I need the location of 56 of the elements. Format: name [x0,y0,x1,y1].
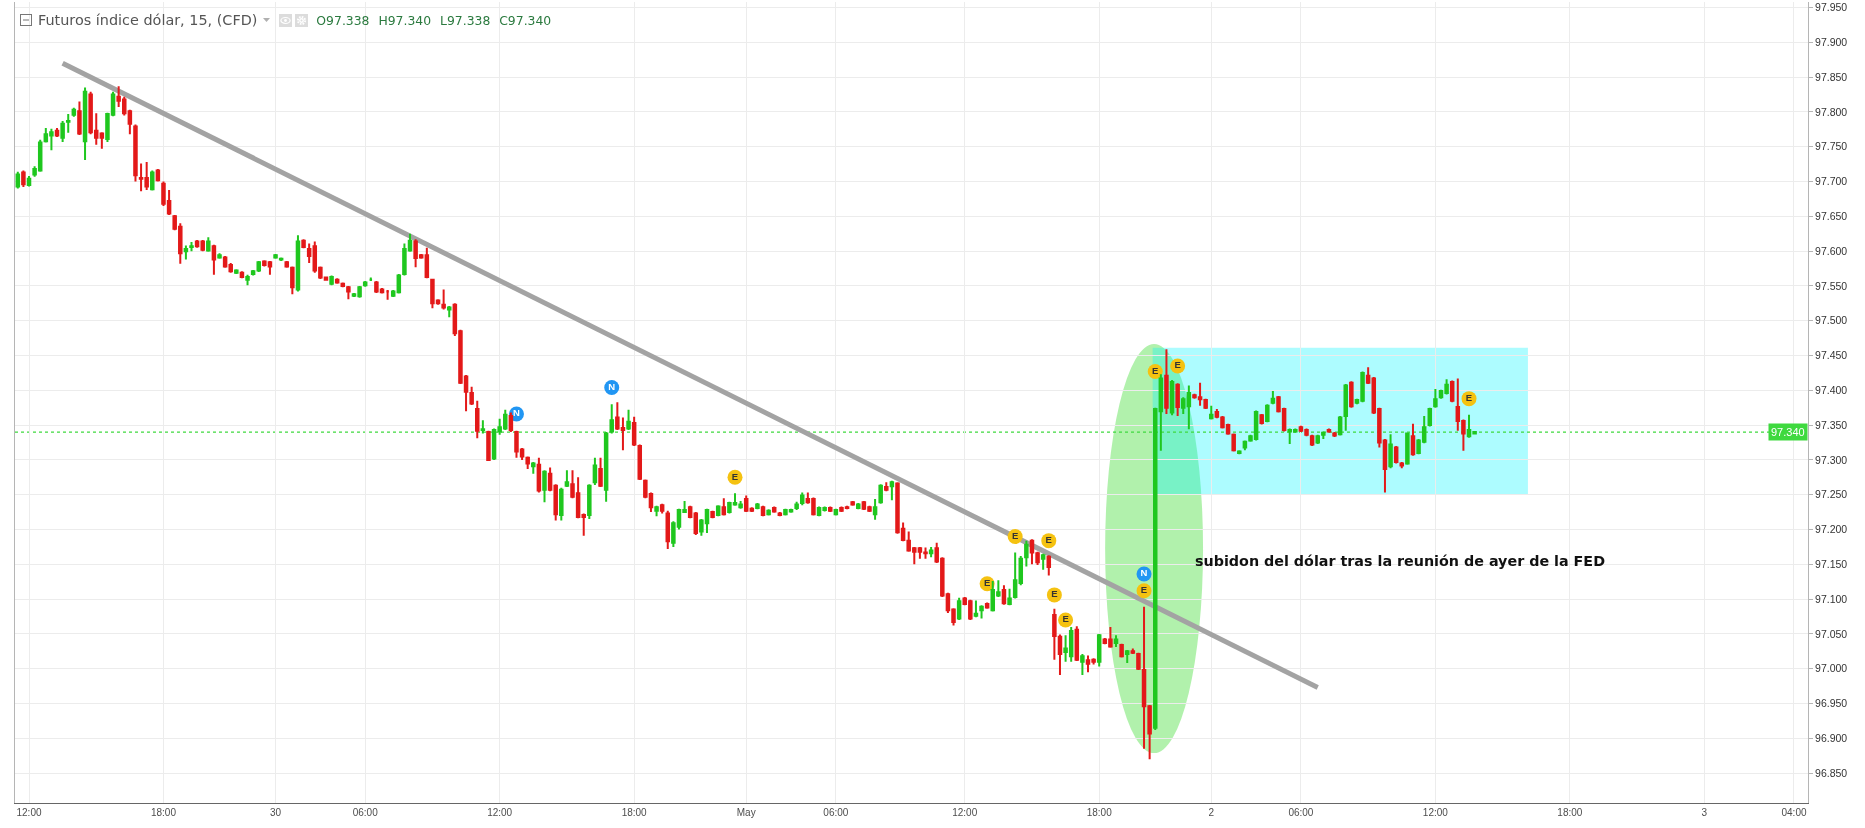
y-tick-label: 96.850 [1815,766,1848,779]
y-tick-label: 97.600 [1815,244,1848,257]
y-tick-label: 97.400 [1815,383,1848,396]
data-label: N [1140,567,1148,579]
x-tick-label: 06:00 [1288,807,1314,818]
x-tick-label: 3 [1701,807,1708,818]
x-tick-label: 30 [269,807,282,818]
data-label: E [1140,584,1148,596]
data-label: E [731,470,739,482]
y-tick-label: 97.350 [1815,418,1848,431]
x-tick-label: 06:00 [823,807,849,818]
data-label: E [1174,359,1181,371]
y-tick-label: 97.100 [1815,592,1848,605]
data-label: E [1062,613,1069,625]
y-tick-label: 97.700 [1815,175,1848,188]
data-label: E [1051,588,1058,600]
data-label: E [1011,529,1019,541]
x-tick-label: 06:00 [352,807,379,818]
y-tick-label: 96.950 [1815,697,1848,710]
x-tick-label: 2 [1208,807,1215,818]
x-tick-label: 18:00 [621,807,648,818]
y-tick-label: 97.250 [1815,488,1848,501]
x-tick-label: 12:00 [1422,807,1449,818]
x-tick-label: 18:00 [150,807,177,818]
y-tick-label: 97.300 [1815,453,1848,466]
y-tick-label: 97.500 [1815,314,1848,327]
annotation: subidon del dólar tras la reunión de ayer de la FED [1195,553,1606,569]
x-tick-label: 18:00 [1086,807,1113,818]
x-tick-label: 12:00 [952,807,978,818]
data-label: E [1465,392,1473,404]
y-tick-label: 97.750 [1815,140,1848,153]
y-tick-label: 97.450 [1815,349,1848,362]
x-tick-label: 12:00 [16,807,42,818]
x-tick-label: 04:00 [1781,807,1807,818]
y-tick-label: 97.650 [1815,210,1848,223]
y-tick-label: 97.850 [1815,70,1848,83]
x-tick-label: 12:00 [487,807,513,818]
y-tick-label: 96.900 [1815,731,1848,744]
y-tick-label: 97.950 [1815,1,1848,14]
text: O97.338 H97.340 L97.338 C97.340 [316,12,552,28]
x-tick-label: 18:00 [1557,807,1583,818]
data-label: E [1045,534,1052,546]
data-label: N [513,407,521,419]
y-tick-label: 97.050 [1815,627,1848,640]
y-tick-label: 97.150 [1815,557,1848,570]
text: Futuros índice dólar, 15, (CFD) [38,12,258,28]
y-tick-label: 97.800 [1815,105,1848,118]
ref-line-label: 97.340 [1771,426,1805,438]
y-tick-label: 97.900 [1815,36,1848,49]
data-label: E [983,577,991,589]
x-tick-label: May [736,807,756,818]
y-tick-label: 97.550 [1815,279,1848,292]
y-tick-label: 97.000 [1815,662,1848,675]
y-tick-label: 97.200 [1815,523,1848,536]
data-label: E [1152,364,1159,376]
data-label: N [608,380,616,392]
